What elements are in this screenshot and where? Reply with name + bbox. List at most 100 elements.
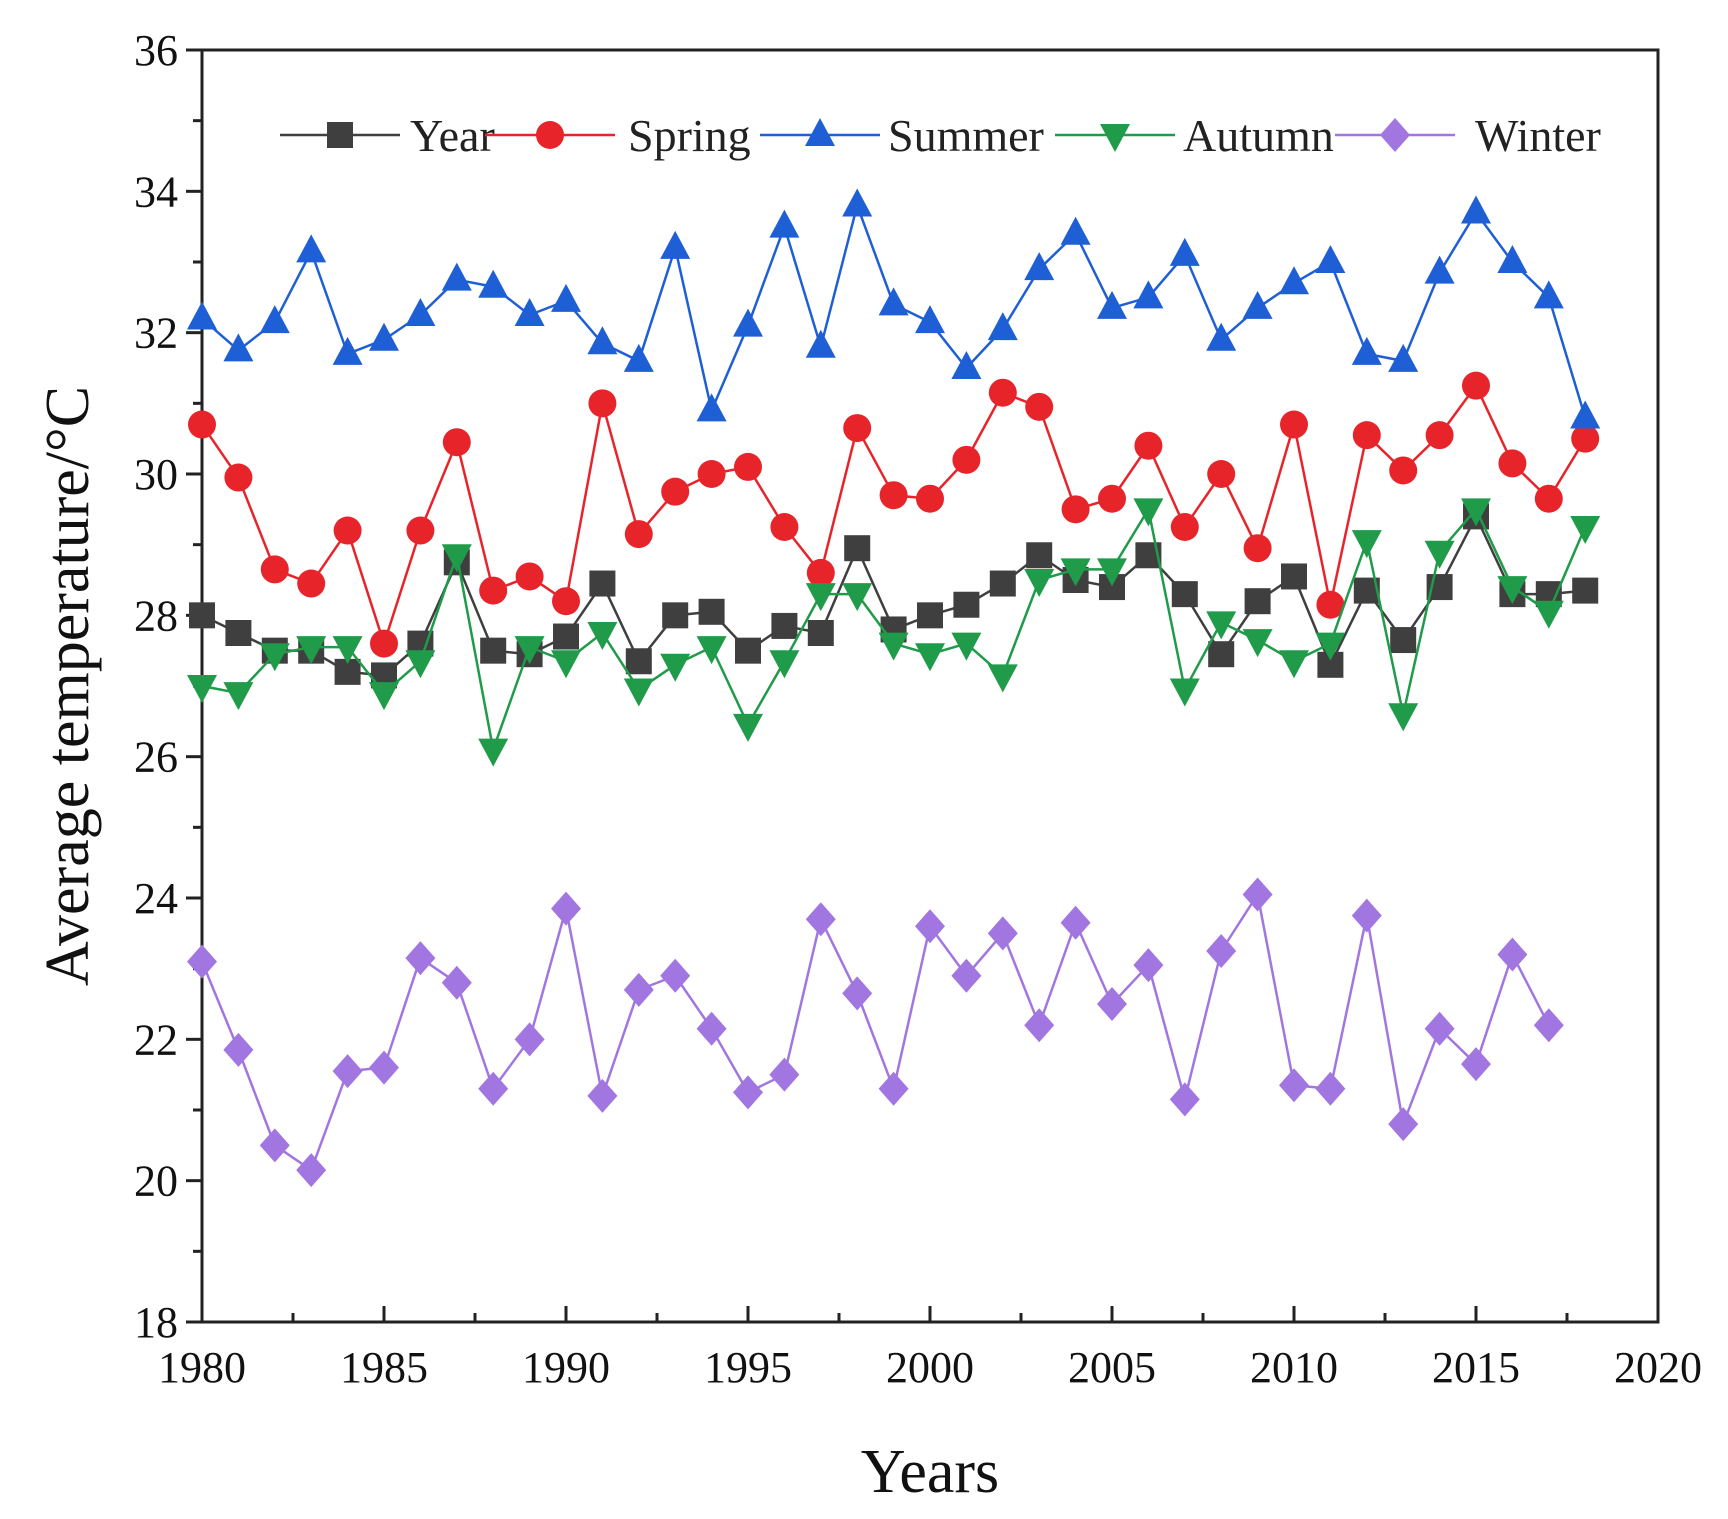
data-point-year bbox=[917, 602, 943, 629]
legend-marker-autumn bbox=[1100, 124, 1130, 152]
data-point-summer bbox=[405, 298, 436, 326]
data-point-summer bbox=[1497, 245, 1528, 273]
data-point-winter bbox=[987, 916, 1018, 951]
data-point-spring bbox=[406, 516, 435, 545]
legend-label-summer: Summer bbox=[888, 110, 1044, 161]
data-point-spring bbox=[370, 629, 398, 658]
data-point-autumn bbox=[696, 636, 727, 665]
data-point-winter bbox=[259, 1128, 290, 1163]
data-point-summer bbox=[696, 393, 727, 422]
series-line-winter bbox=[200, 893, 1550, 1172]
x-tick-label: 2010 bbox=[1250, 1343, 1338, 1392]
data-point-winter bbox=[514, 1022, 545, 1057]
data-point-winter bbox=[1351, 898, 1382, 933]
x-tick-label: 1985 bbox=[340, 1343, 428, 1392]
data-point-spring bbox=[1061, 495, 1090, 524]
legend-label-year: Year bbox=[410, 110, 495, 161]
data-point-winter bbox=[1533, 1008, 1564, 1043]
data-point-year bbox=[1281, 563, 1307, 590]
data-point-summer bbox=[332, 336, 363, 365]
data-point-spring bbox=[1025, 392, 1054, 421]
data-point-spring bbox=[442, 428, 471, 457]
y-tick-label: 36 bbox=[134, 26, 178, 75]
data-point-winter bbox=[733, 1075, 763, 1110]
x-tick-label: 1980 bbox=[158, 1343, 246, 1392]
data-point-winter bbox=[1388, 1107, 1419, 1142]
data-point-summer bbox=[1024, 252, 1055, 281]
legend-item-autumn: Autumn bbox=[1055, 110, 1334, 161]
y-axis-title: Average temperature/°C bbox=[34, 386, 102, 986]
data-point-year bbox=[989, 570, 1016, 597]
data-point-winter bbox=[1315, 1071, 1346, 1106]
data-point-winter bbox=[1133, 948, 1164, 983]
data-point-autumn bbox=[405, 650, 436, 679]
data-point-spring bbox=[1389, 456, 1418, 485]
data-point-summer bbox=[551, 283, 581, 312]
data-point-autumn bbox=[478, 738, 509, 767]
data-point-autumn bbox=[1351, 530, 1382, 559]
legend-item-spring: Spring bbox=[485, 110, 751, 161]
data-point-spring bbox=[515, 562, 544, 591]
data-point-year bbox=[1208, 641, 1235, 668]
data-point-summer bbox=[878, 287, 909, 316]
data-point-summer bbox=[1097, 290, 1127, 319]
data-point-winter bbox=[1242, 877, 1273, 912]
data-point-autumn bbox=[1424, 540, 1455, 569]
data-point-winter bbox=[769, 1057, 800, 1092]
data-point-summer bbox=[1533, 280, 1564, 309]
data-point-spring bbox=[661, 477, 690, 506]
data-point-winter bbox=[1169, 1082, 1200, 1117]
data-point-spring bbox=[1207, 460, 1236, 488]
series-summer bbox=[187, 188, 1601, 429]
data-point-autumn bbox=[769, 650, 800, 679]
data-point-summer bbox=[915, 305, 945, 334]
data-point-autumn bbox=[660, 653, 691, 682]
data-point-autumn bbox=[1461, 498, 1491, 527]
data-point-winter bbox=[842, 976, 873, 1011]
data-point-autumn bbox=[842, 583, 873, 612]
data-point-summer bbox=[587, 326, 618, 355]
data-point-summer bbox=[623, 343, 654, 372]
data-point-year bbox=[1026, 542, 1053, 569]
y-tick-label: 28 bbox=[134, 591, 178, 640]
data-point-summer bbox=[1424, 255, 1455, 284]
x-tick-label: 2015 bbox=[1432, 1343, 1520, 1392]
data-point-autumn bbox=[733, 713, 763, 742]
data-point-spring bbox=[260, 555, 289, 584]
data-point-year bbox=[807, 620, 834, 646]
y-tick-label: 20 bbox=[134, 1157, 178, 1206]
data-point-winter bbox=[478, 1071, 509, 1106]
data-point-spring bbox=[806, 558, 835, 587]
data-point-autumn bbox=[296, 636, 327, 665]
data-point-winter bbox=[223, 1032, 254, 1067]
data-point-spring bbox=[333, 516, 362, 545]
data-point-autumn bbox=[1315, 632, 1346, 661]
data-point-summer bbox=[1315, 245, 1346, 273]
data-point-autumn bbox=[369, 682, 399, 711]
data-point-winter bbox=[1497, 937, 1528, 972]
data-point-winter bbox=[1461, 1047, 1491, 1082]
data-point-spring bbox=[588, 389, 617, 418]
data-point-summer bbox=[951, 351, 982, 379]
data-point-summer bbox=[733, 308, 763, 337]
data-point-winter bbox=[660, 958, 691, 993]
data-point-winter bbox=[951, 958, 982, 993]
data-point-autumn bbox=[915, 643, 945, 672]
axis-ticks bbox=[186, 48, 1660, 1324]
data-point-winter bbox=[1279, 1068, 1309, 1103]
data-point-spring bbox=[479, 576, 508, 605]
data-point-spring bbox=[1280, 410, 1308, 439]
data-point-autumn bbox=[951, 632, 982, 661]
data-point-spring bbox=[1098, 484, 1126, 513]
data-point-summer bbox=[1279, 266, 1309, 295]
data-point-spring bbox=[734, 452, 762, 481]
data-point-year bbox=[480, 637, 507, 664]
data-point-summer bbox=[1461, 195, 1491, 224]
data-point-summer bbox=[842, 188, 873, 217]
x-tick-label: 1995 bbox=[704, 1343, 792, 1392]
data-point-spring bbox=[224, 463, 253, 492]
data-point-spring bbox=[188, 410, 216, 439]
data-point-summer bbox=[660, 230, 691, 259]
data-point-winter bbox=[878, 1071, 909, 1106]
data-point-autumn bbox=[332, 636, 363, 665]
